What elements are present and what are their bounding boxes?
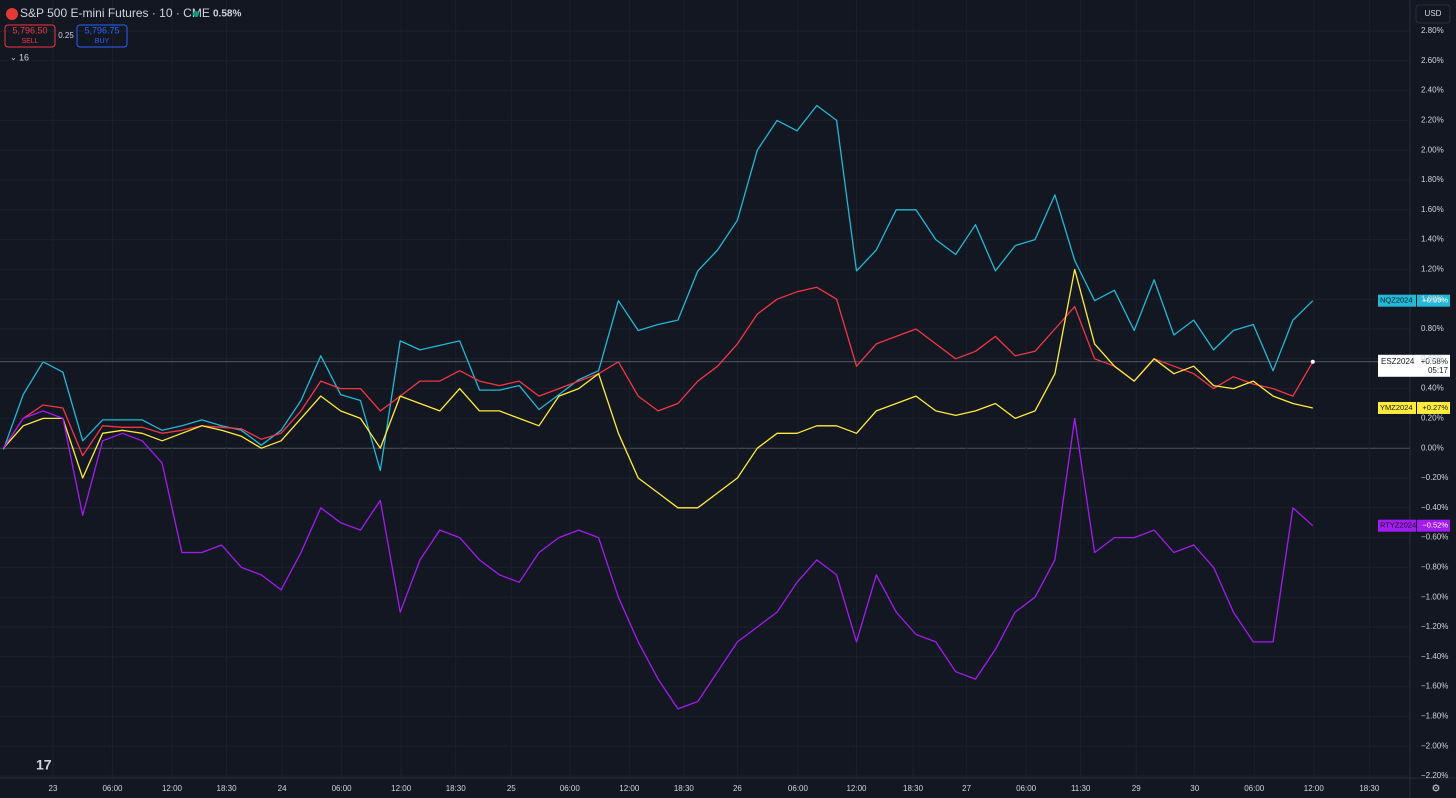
x-tick-label: 06:00 xyxy=(1244,784,1265,793)
last-point xyxy=(1310,359,1315,364)
y-tick-label: 2.60% xyxy=(1421,56,1444,65)
x-tick-label: 06:00 xyxy=(332,784,353,793)
x-tick-label: 18:30 xyxy=(903,784,924,793)
y-tick-label: 1.60% xyxy=(1421,205,1444,214)
last-value-box xyxy=(1417,401,1450,414)
x-tick-label: 12:00 xyxy=(162,784,183,793)
series-name: RTYZ2024 xyxy=(1380,521,1416,530)
x-tick-label: 06:00 xyxy=(102,784,123,793)
currency-box[interactable] xyxy=(1415,4,1451,24)
series-line xyxy=(2,104,1314,472)
sell-button[interactable] xyxy=(4,24,56,48)
y-tick-label: −0.80% xyxy=(1421,563,1448,572)
indicator-count[interactable]: 16 xyxy=(19,52,29,62)
x-tick-label: 06:00 xyxy=(788,784,809,793)
series-name-box xyxy=(1378,519,1416,532)
y-tick-label: 2.20% xyxy=(1421,116,1444,125)
buy-price[interactable]: 5,796.75 xyxy=(84,25,119,35)
countdown: 05:17 xyxy=(1428,366,1449,375)
change: 0.58% xyxy=(213,9,241,20)
y-tick-label: 0.80% xyxy=(1421,324,1444,333)
buy-button[interactable] xyxy=(76,24,128,48)
y-tick-label: −2.20% xyxy=(1421,771,1448,780)
x-tick-label: 26 xyxy=(733,784,742,793)
x-tick-label: 11:30 xyxy=(1071,784,1091,793)
y-tick-label: 2.40% xyxy=(1421,86,1444,95)
y-tick-label: −0.60% xyxy=(1421,533,1448,542)
last-value-box xyxy=(1378,354,1450,377)
series-name: NQZ2024 xyxy=(1380,296,1413,305)
y-tick-label: −1.00% xyxy=(1421,592,1448,601)
x-tick-label: 18:30 xyxy=(446,784,467,793)
y-tick-label: 0.20% xyxy=(1421,414,1444,423)
y-tick-label: 0.00% xyxy=(1421,443,1444,452)
y-tick-label: 0.60% xyxy=(1421,354,1444,363)
symbol-title: S&P 500 E-mini Futures · 10 · CME xyxy=(20,6,210,20)
y-tick-label: 1.80% xyxy=(1421,175,1444,184)
x-tick-label: 24 xyxy=(278,784,287,793)
last-value-label: +0.27% xyxy=(1422,403,1448,412)
x-tick-label: 06:00 xyxy=(560,784,581,793)
series-name-box xyxy=(1378,401,1416,414)
buy-label[interactable]: BUY xyxy=(95,38,110,45)
y-tick-label: 1.00% xyxy=(1421,294,1444,303)
y-tick-label: 1.20% xyxy=(1421,265,1444,274)
x-tick-label: 27 xyxy=(962,784,971,793)
spread: 0.25 xyxy=(58,31,74,40)
status-dot xyxy=(193,11,199,17)
y-tick-label: −1.40% xyxy=(1421,652,1448,661)
x-tick-label: 30 xyxy=(1190,784,1199,793)
last-value-label: +0.58% xyxy=(1421,357,1448,366)
collapse-toggle[interactable]: ⌄ xyxy=(10,53,17,62)
series-line xyxy=(2,410,1314,710)
sell-price[interactable]: 5,796.50 xyxy=(12,25,47,35)
sell-label[interactable]: SELL xyxy=(21,38,38,45)
y-tick-label: 1.40% xyxy=(1421,235,1444,244)
series-name: ESZ2024 xyxy=(1381,357,1415,366)
x-tick-label: 18:30 xyxy=(217,784,238,793)
last-value-box xyxy=(1417,519,1450,532)
y-tick-label: −2.00% xyxy=(1421,741,1448,750)
tv-logo: 17 xyxy=(36,757,52,773)
last-value-label: +0.99% xyxy=(1422,296,1448,305)
x-tick-label: 06:00 xyxy=(1016,784,1037,793)
series-name: YMZ2024 xyxy=(1380,403,1413,412)
x-tick-label: 18:30 xyxy=(1359,784,1380,793)
y-tick-label: −1.80% xyxy=(1421,712,1448,721)
series-name-box xyxy=(1378,294,1416,307)
x-tick-label: 29 xyxy=(1132,784,1141,793)
x-tick-label: 12:00 xyxy=(1304,784,1325,793)
settings-icon[interactable]: ⚙ xyxy=(1432,784,1441,795)
series-line xyxy=(2,286,1314,457)
x-tick-label: 12:00 xyxy=(619,784,640,793)
x-tick-label: 12:00 xyxy=(846,784,867,793)
x-tick-label: 25 xyxy=(507,784,516,793)
x-tick-label: 23 xyxy=(49,784,58,793)
y-tick-label: −0.40% xyxy=(1421,503,1448,512)
series-line xyxy=(2,268,1313,509)
y-tick-label: −0.20% xyxy=(1421,473,1448,482)
last-value-label: −0.52% xyxy=(1422,521,1448,530)
y-tick-label: −1.60% xyxy=(1421,682,1448,691)
last-value-box xyxy=(1417,294,1450,307)
y-tick-label: 0.40% xyxy=(1421,384,1444,393)
x-tick-label: 12:00 xyxy=(391,784,412,793)
y-tick-label: −1.20% xyxy=(1421,622,1448,631)
symbol-logo xyxy=(6,8,18,20)
currency[interactable]: USD xyxy=(1425,9,1442,18)
y-tick-label: 2.00% xyxy=(1421,145,1444,154)
x-tick-label: 18:30 xyxy=(674,784,695,793)
y-tick-label: 2.80% xyxy=(1421,26,1444,35)
